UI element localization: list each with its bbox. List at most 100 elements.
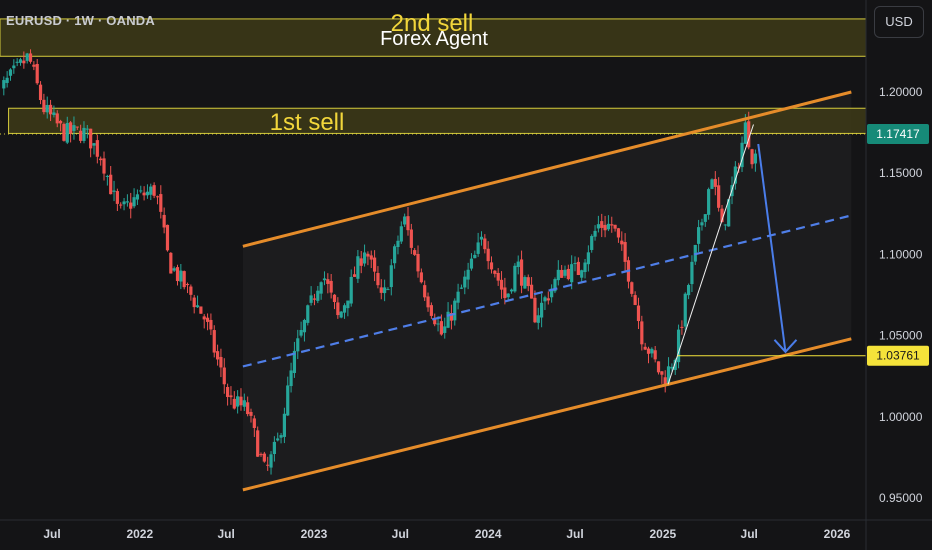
- candle-body: [109, 174, 113, 195]
- candle-body: [419, 272, 423, 283]
- candle-body: [35, 63, 39, 84]
- candle-body: [433, 317, 437, 325]
- candle-body: [202, 316, 206, 320]
- candle-body: [55, 113, 59, 124]
- candle-body: [686, 285, 691, 296]
- candle-body: [606, 223, 611, 230]
- candle-body: [613, 224, 617, 229]
- candle-body: [383, 287, 387, 294]
- candle-body: [389, 265, 393, 288]
- candle-body: [142, 192, 146, 196]
- candle-body: [82, 127, 86, 141]
- candle-body: [449, 313, 454, 321]
- candle-body: [28, 53, 33, 62]
- candle-body: [349, 276, 353, 304]
- candle-body: [52, 112, 56, 115]
- candle-body: [566, 268, 570, 280]
- candle-body: [139, 190, 143, 192]
- candle-body: [155, 196, 160, 198]
- candle-body: [372, 257, 377, 272]
- candle-body: [18, 59, 23, 63]
- candle-body: [229, 395, 233, 398]
- candle-body: [369, 255, 373, 260]
- candle-body: [215, 351, 220, 360]
- candle-body: [292, 350, 297, 374]
- candle-body: [593, 230, 597, 237]
- candle-body: [646, 348, 651, 354]
- candle-body: [179, 270, 183, 282]
- candle-body: [172, 268, 176, 271]
- candle-body: [339, 311, 343, 318]
- candle-body: [546, 298, 550, 301]
- x-tick-label: 2026: [824, 527, 851, 541]
- y-tick-label: 1.00000: [879, 410, 923, 424]
- candle-body: [72, 125, 76, 131]
- channel-lower-line: [242, 337, 852, 492]
- candle-body: [282, 413, 286, 437]
- candle-body: [560, 269, 564, 278]
- candle-body: [266, 464, 270, 466]
- candle-body: [456, 291, 460, 303]
- symbol-title[interactable]: EURUSD · 1W · OANDA: [6, 13, 155, 28]
- candle-body: [536, 315, 540, 323]
- candle-body: [32, 64, 36, 67]
- candle-body: [379, 287, 383, 293]
- candle-body: [660, 371, 664, 375]
- first-sell-zone: [8, 107, 867, 134]
- candle-body: [676, 329, 681, 363]
- candle-body: [306, 305, 310, 323]
- x-tick-label: 2022: [126, 527, 153, 541]
- candle-body: [513, 265, 517, 292]
- candle-body: [279, 435, 283, 438]
- candle-body: [45, 104, 49, 113]
- candle-body: [65, 122, 69, 143]
- candle-body: [429, 305, 433, 316]
- candle-body: [413, 250, 417, 255]
- x-tick-label: 2023: [301, 527, 328, 541]
- candle-body: [85, 128, 89, 130]
- candle-body: [750, 149, 754, 165]
- candle-body: [543, 297, 547, 302]
- x-tick-label: Jul: [392, 527, 409, 541]
- candle-body: [723, 224, 727, 226]
- current-price-tag: [867, 123, 929, 144]
- candle-body: [92, 143, 96, 146]
- candle-body: [603, 224, 607, 231]
- candle-body: [346, 300, 350, 309]
- candle-body: [8, 69, 13, 76]
- arrow-head-icon: [773, 339, 798, 354]
- candle-body: [733, 166, 737, 184]
- candle-body: [473, 254, 477, 259]
- candle-body: [653, 350, 657, 360]
- candle-body: [132, 197, 136, 207]
- price-tag-label: 1.03761: [876, 349, 920, 363]
- candle-body: [239, 396, 243, 406]
- candle-body: [673, 359, 677, 370]
- candle-body: [12, 65, 16, 69]
- candle-body: [195, 305, 200, 308]
- candle-body: [2, 80, 6, 89]
- candle-body: [42, 99, 46, 113]
- candle-body: [713, 178, 717, 187]
- candle-body: [269, 454, 273, 468]
- candle-body: [636, 305, 641, 322]
- second-sell-zone: [0, 18, 867, 57]
- candle-body: [135, 194, 140, 200]
- candle-body: [342, 305, 347, 313]
- candle-body: [486, 248, 490, 262]
- currency-button[interactable]: USD: [874, 6, 924, 38]
- candle-body: [175, 267, 180, 282]
- candle-body: [610, 224, 614, 226]
- candle-body: [69, 122, 73, 134]
- candle-body: [403, 216, 407, 225]
- candle-body: [165, 224, 170, 251]
- candle-body: [212, 330, 216, 353]
- candle-body: [700, 222, 704, 226]
- candle-body: [423, 285, 427, 298]
- candle-body: [249, 411, 253, 416]
- candle-body: [75, 126, 79, 128]
- candle-body: [643, 346, 647, 350]
- candle-body: [162, 214, 166, 228]
- candle-body: [102, 158, 106, 174]
